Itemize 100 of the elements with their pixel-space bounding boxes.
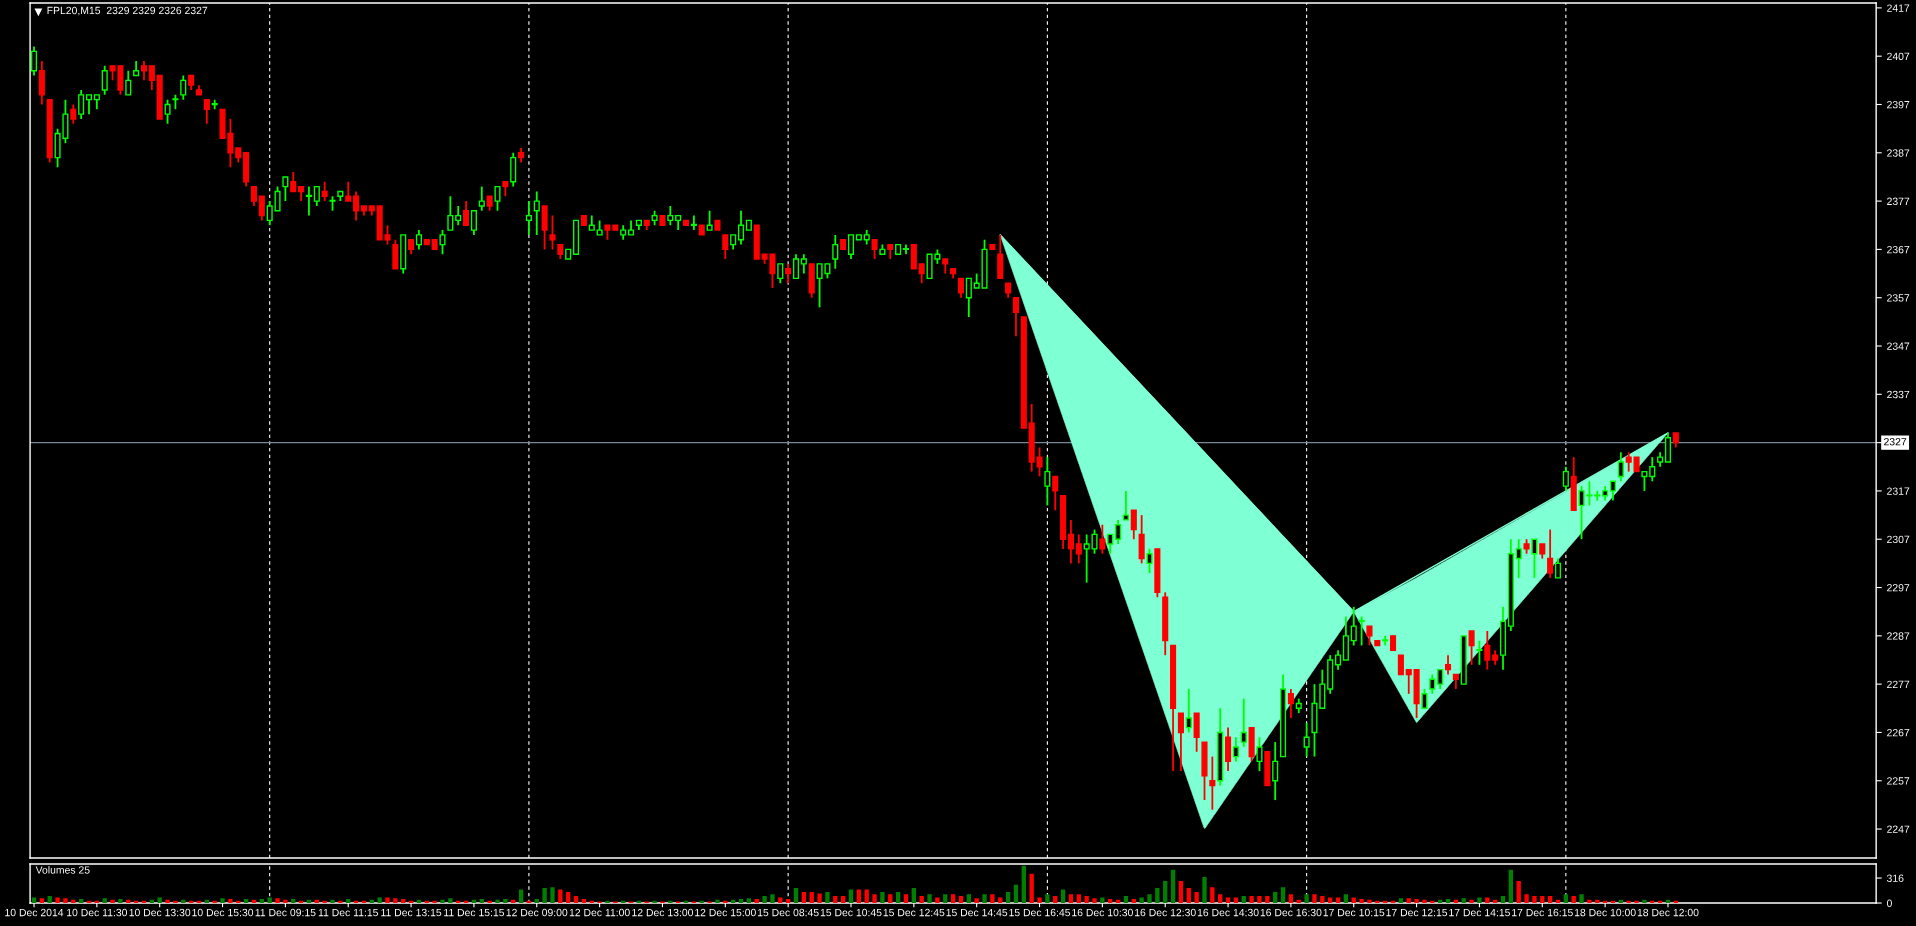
candlestick — [1437, 668, 1444, 690]
y-tick-label: 2287 — [1887, 632, 1910, 640]
bar — [864, 889, 869, 904]
bar — [754, 899, 759, 904]
candlestick — [282, 176, 289, 203]
candlestick — [847, 234, 855, 260]
bar — [715, 899, 720, 904]
candlestick — [957, 277, 965, 299]
chart-title: FPL20,M15 2329 2329 2326 2327 — [47, 6, 208, 16]
bar — [943, 894, 948, 904]
x-tick-label: 16 Dec 14:30 — [1197, 908, 1259, 917]
candlestick — [1358, 615, 1365, 647]
bar — [432, 900, 437, 904]
bar — [1288, 894, 1294, 904]
candlestick — [1554, 557, 1562, 579]
bar — [1579, 894, 1584, 904]
candlestick — [313, 185, 320, 207]
bar — [47, 895, 52, 904]
candlestick — [1115, 519, 1122, 545]
bar — [1037, 897, 1042, 904]
bar — [998, 897, 1003, 904]
bar — [927, 894, 932, 904]
x-tick-label: 11 Dec 11:15 — [318, 908, 379, 917]
candlestick — [706, 209, 713, 231]
candlestick — [777, 262, 784, 285]
bar — [1445, 899, 1451, 904]
bar — [55, 897, 60, 904]
bar — [1461, 898, 1466, 904]
bar — [534, 899, 539, 904]
bar — [778, 897, 783, 904]
bar — [338, 900, 343, 904]
candlestick — [478, 185, 485, 212]
bar — [817, 893, 822, 904]
bar — [1508, 869, 1514, 904]
bar — [880, 891, 885, 904]
bar — [738, 899, 744, 904]
bar — [872, 894, 877, 904]
bar — [1218, 894, 1223, 904]
candlestick — [1146, 547, 1153, 574]
bar — [770, 894, 775, 904]
candlestick — [1594, 490, 1601, 502]
candlestick — [1429, 673, 1436, 695]
candlestick — [1366, 625, 1373, 647]
candlestick — [1515, 538, 1522, 579]
bar — [801, 891, 807, 904]
candlestick — [250, 185, 258, 207]
bar — [888, 894, 893, 904]
bar — [793, 888, 799, 904]
bar — [1359, 899, 1364, 904]
bar — [440, 899, 445, 904]
bar — [1571, 895, 1576, 904]
y-tick-label: 2347 — [1887, 342, 1910, 350]
bar — [950, 894, 956, 904]
x-tick-label: 17 Dec 12:15 — [1386, 908, 1448, 917]
bar — [1524, 894, 1529, 904]
bar — [1210, 887, 1215, 904]
bar — [259, 899, 264, 904]
candlestick — [965, 277, 972, 318]
bar — [1485, 897, 1490, 904]
candlestick — [345, 180, 352, 203]
bar — [652, 900, 657, 904]
bar — [1273, 891, 1278, 904]
candlestick — [1067, 519, 1074, 565]
bar — [1100, 897, 1105, 904]
x-tick-label: 18 Dec 12:00 — [1637, 908, 1699, 917]
bar — [1013, 884, 1019, 904]
bar — [1280, 887, 1286, 904]
y-tick-label: 2257 — [1887, 777, 1910, 785]
bar — [785, 899, 791, 904]
bar — [1406, 898, 1411, 904]
bar — [1312, 894, 1317, 904]
bar — [173, 900, 178, 904]
bar — [1029, 873, 1034, 904]
bar — [110, 899, 115, 904]
candlestick — [918, 262, 925, 285]
bar — [903, 894, 909, 904]
bar — [1225, 897, 1231, 904]
bar — [1634, 900, 1639, 904]
bar — [1422, 899, 1427, 904]
candlestick — [1531, 538, 1538, 579]
bar — [393, 898, 398, 904]
x-tick-label: 10 Dec 13:30 — [129, 908, 191, 917]
candlestick — [1421, 688, 1428, 710]
bar — [825, 891, 830, 904]
bar — [31, 897, 37, 904]
bar — [385, 897, 390, 904]
bar — [1320, 895, 1325, 904]
bar — [1328, 897, 1333, 904]
bar — [487, 900, 492, 904]
candlestick — [722, 234, 729, 260]
candlestick — [125, 69, 132, 96]
bar — [165, 899, 170, 904]
bar — [1131, 899, 1136, 904]
bar — [809, 891, 814, 904]
candlestick — [1625, 451, 1632, 473]
bar — [833, 895, 838, 904]
chart-title: Volumes 25 — [35, 866, 90, 874]
candlestick — [148, 64, 155, 91]
bar — [291, 899, 296, 904]
candlestick — [470, 209, 477, 236]
